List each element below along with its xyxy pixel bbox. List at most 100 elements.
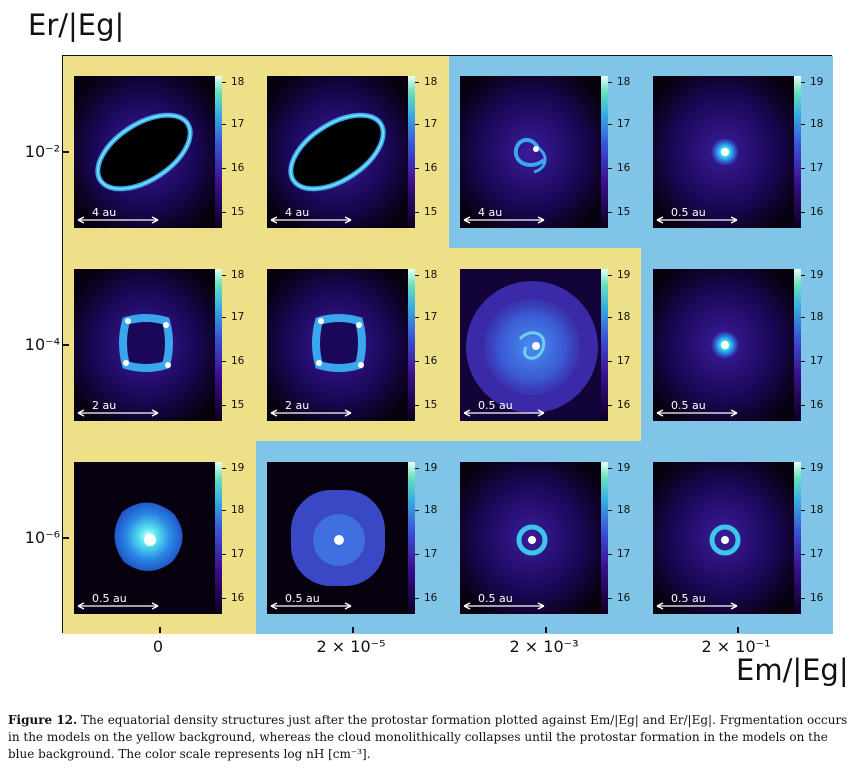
colorbar: [215, 462, 222, 614]
colorbar: [794, 462, 801, 614]
colorbar-tick-label: 17: [607, 548, 631, 560]
protostar-center: [721, 341, 729, 349]
density-ring: [312, 314, 366, 372]
colorbar-tick-label: 17: [221, 118, 245, 130]
x-tick-label: 2 × 10⁻⁵: [316, 637, 386, 656]
colorbar-tick-label: 19: [800, 76, 824, 88]
density-panel: 4 au 18 17 16 15: [267, 76, 443, 228]
core-halo: [709, 524, 741, 556]
colorbar-tick-label: 17: [607, 355, 631, 367]
x-tick: [545, 627, 547, 633]
ring-interior: [290, 115, 384, 189]
density-map-background: [460, 76, 601, 228]
density-map-svg: [460, 76, 601, 228]
x-tick-label: 0: [152, 637, 164, 656]
colorbar-tick-label: 18: [414, 76, 438, 88]
density-map-svg: [653, 76, 794, 228]
scale-label: 0.5 au: [478, 592, 513, 605]
scale-label: 0.5 au: [478, 399, 513, 412]
protostar-center: [721, 148, 729, 156]
colorbar-tick-label: 17: [607, 118, 631, 130]
colorbar: [794, 269, 801, 421]
density-map-svg: [267, 76, 408, 228]
colorbar-tick-label: 15: [414, 206, 438, 218]
scale-label: 0.5 au: [671, 206, 706, 219]
density-panel: 0.5 au 19 18 17 16: [267, 462, 443, 614]
x-tick-label: 2 × 10⁻³: [509, 637, 579, 656]
scale-label: 0.5 au: [671, 399, 706, 412]
scale-label: 4 au: [92, 206, 117, 219]
colorbar-tick-label: 15: [221, 399, 245, 411]
density-map: 0.5 au: [653, 76, 794, 228]
colorbar-tick-label: 16: [607, 592, 631, 604]
fragment-core: [123, 360, 129, 366]
colorbar-tick-label: 17: [800, 355, 824, 367]
colorbar-tick-label: 18: [800, 311, 824, 323]
colorbar-tick-label: 18: [800, 504, 824, 516]
protostar-core: [532, 342, 540, 350]
y-tick-label: 10⁻²: [24, 142, 60, 161]
colorbar-tick-label: 16: [607, 399, 631, 411]
colorbar-tick-label: 18: [221, 269, 245, 281]
colorbar-tick-label: 16: [414, 592, 438, 604]
density-map: 0.5 au: [267, 462, 408, 614]
scale-label: 0.5 au: [285, 592, 320, 605]
density-ring-highlight: [290, 114, 384, 190]
colorbar: [601, 76, 608, 228]
disk-filament: [518, 331, 546, 360]
density-panel: 0.5 au 19 18 17 16: [460, 462, 636, 614]
colorbar-tick-label: 19: [800, 269, 824, 281]
fragment-core: [318, 318, 324, 324]
density-map-svg: [653, 462, 794, 614]
scale-bar-arrowheads: [270, 409, 352, 417]
colorbar-tick-label: 17: [221, 311, 245, 323]
spiral-arm: [533, 146, 547, 174]
fragment-core: [358, 362, 364, 368]
density-panel: 0.5 au 19 18 17 16: [653, 76, 829, 228]
colorbar: [408, 269, 415, 421]
colorbar-tick-label: 15: [414, 399, 438, 411]
colorbar-tick-label: 17: [414, 118, 438, 130]
colorbar-tick-label: 18: [607, 76, 631, 88]
caption-label: Figure 12.: [8, 713, 78, 727]
colorbar-tick-label: 16: [607, 162, 631, 174]
colorbar-tick-label: 19: [414, 462, 438, 474]
scale-bar-arrowheads: [270, 602, 352, 610]
turbulent-disk: [484, 299, 580, 395]
colorbar-tick-label: 19: [607, 269, 631, 281]
colorbar-tick-label: 17: [221, 548, 245, 560]
colorbar-tick-label: 15: [607, 206, 631, 218]
y-tick: [63, 344, 69, 346]
colorbar-tick-label: 16: [414, 162, 438, 174]
scale-bar-arrowheads: [270, 216, 352, 224]
fragment-core: [356, 322, 362, 328]
fragment-core: [163, 322, 169, 328]
density-panel: 0.5 au 19 18 17 16: [460, 269, 636, 421]
density-map: 0.5 au: [460, 462, 601, 614]
density-map-svg: [74, 269, 215, 421]
x-tick-label: 2 × 10⁻¹: [701, 637, 771, 656]
y-axis-label: Er/|Eg|: [28, 8, 125, 42]
ring-interior: [97, 115, 191, 189]
colorbar-tick-label: 16: [800, 592, 824, 604]
scale-bar-arrowheads: [77, 216, 159, 224]
x-tick: [159, 627, 161, 633]
figure-caption: Figure 12. The equatorial density struct…: [8, 712, 850, 763]
colorbar-tick-label: 17: [414, 311, 438, 323]
x-tick: [352, 627, 354, 633]
protostar-core: [533, 146, 539, 152]
colorbar-tick-label: 18: [414, 269, 438, 281]
colorbar-tick-label: 19: [221, 462, 245, 474]
colorbar: [215, 269, 222, 421]
y-tick-label: 10⁻⁴: [24, 335, 60, 354]
colorbar-tick-label: 16: [221, 162, 245, 174]
colorbar-tick-label: 16: [414, 355, 438, 367]
colorbar-tick-label: 16: [800, 399, 824, 411]
density-map: 4 au: [267, 76, 408, 228]
density-map-svg: [267, 462, 408, 614]
scale-bar-arrowheads: [77, 602, 159, 610]
density-map-svg: [74, 76, 215, 228]
density-panel: 2 au 18 17 16 15: [74, 269, 250, 421]
colorbar: [408, 462, 415, 614]
density-map-svg: [653, 269, 794, 421]
